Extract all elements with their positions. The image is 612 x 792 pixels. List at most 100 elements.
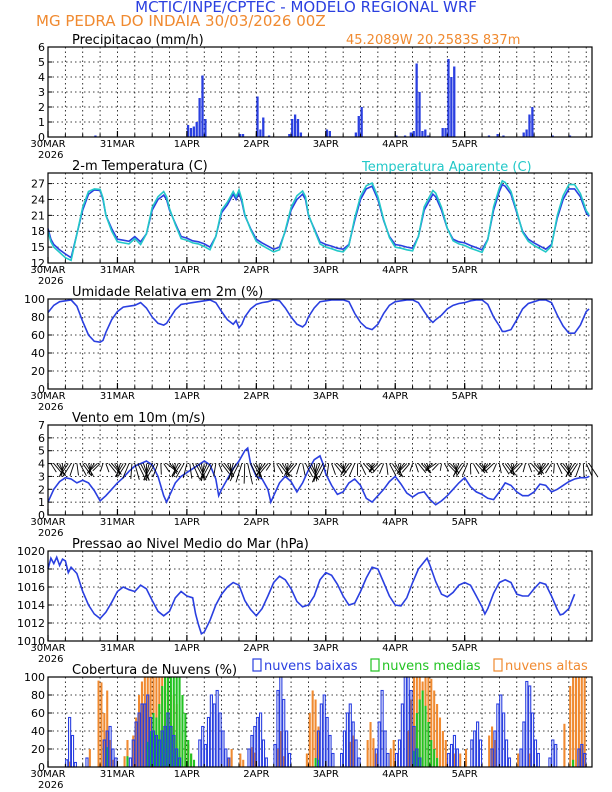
mid-cloud-bar: [314, 758, 317, 767]
wind-vector-arrow: [318, 463, 327, 478]
wind-vector-arrow: [200, 463, 211, 481]
high-cloud-bar: [140, 681, 143, 767]
high-cloud-bar: [88, 749, 91, 767]
high-cloud-bar: [369, 722, 372, 767]
low-cloud-bar: [507, 757, 512, 768]
low-cloud-bar: [261, 739, 266, 768]
wind-vector-arrow: [198, 463, 207, 481]
wind-vector-arrow: [461, 463, 468, 476]
mid-cloud-bar: [412, 750, 415, 767]
wind-vector-arrow: [76, 463, 79, 476]
clouds-xtick-label: 5APR: [452, 769, 478, 780]
high-cloud-bar: [132, 735, 135, 767]
precip-bar: [447, 59, 450, 137]
precip-bar: [450, 77, 453, 137]
wind-vector-arrow: [108, 463, 117, 474]
low-cloud-bar: [128, 757, 132, 768]
wind-vector-arrow: [582, 463, 585, 477]
precip-bar: [502, 135, 505, 137]
wind-vector-arrow: [522, 463, 526, 473]
high-cloud-bar: [146, 677, 149, 767]
precip-ytick-label: 5: [38, 56, 45, 69]
low-cloud-bar: [215, 689, 219, 768]
wind-vector-arrow: [363, 463, 373, 474]
low-cloud-bar: [331, 752, 335, 768]
high-cloud-bar: [438, 717, 442, 767]
low-cloud-bar: [449, 743, 454, 768]
wind-vector-arrow: [311, 463, 321, 483]
rh-ytick-label: 20: [31, 365, 45, 378]
mid-cloud-bar: [172, 677, 175, 767]
mid-cloud-bar: [430, 740, 433, 767]
low-cloud-bar: [65, 759, 69, 768]
high-cloud-bar: [392, 740, 395, 767]
wind-xtick-label: 31MAR: [100, 517, 135, 528]
wind-vector-arrow: [166, 463, 176, 471]
high-cloud-bar: [227, 758, 230, 767]
low-cloud-bar: [397, 739, 402, 768]
wind-vector-arrow: [368, 463, 379, 473]
wind-vector-arrow: [296, 463, 301, 475]
precip-bar: [444, 128, 447, 137]
high-cloud-bar: [279, 731, 282, 767]
precip-bar: [441, 128, 444, 137]
precip-bar: [418, 92, 421, 137]
temp-xtick-label: 4APR: [382, 265, 408, 276]
wind-vector-arrow: [282, 463, 291, 477]
wind-vector-arrow: [368, 463, 376, 472]
wind-vector-arrow: [379, 463, 385, 474]
high-cloud-bar: [106, 690, 109, 767]
high-clouds-legend-swatch: [493, 658, 503, 672]
precip-bar: [421, 131, 424, 137]
wind-ytick-label: 6: [38, 432, 45, 445]
high-cloud-bar: [389, 749, 392, 767]
rh-series-line: [47, 299, 590, 344]
low-cloud-bar: [519, 748, 523, 768]
high-cloud-bar: [314, 699, 317, 767]
high-cloud-bar: [317, 726, 320, 767]
wind-vector-arrow: [116, 463, 127, 478]
low-cloud-bar: [218, 712, 222, 768]
wind-title: Vento em 10m (m/s): [72, 411, 205, 426]
temp-title: 2-m Temperatura (C): [72, 159, 208, 174]
precip-year-label: 2026: [38, 150, 63, 161]
wind-vector-arrow: [213, 463, 217, 477]
wind-vector-arrow: [273, 463, 276, 473]
wind-vector-arrow: [69, 463, 75, 477]
mid-cloud-bar: [106, 747, 109, 767]
clouds-ytick-label: 80: [31, 689, 45, 702]
wind-vector-arrow: [397, 463, 408, 474]
temp-xtick-label: 31MAR: [100, 265, 135, 276]
wind-vector-arrow: [50, 463, 57, 473]
low-cloud-bar: [319, 703, 323, 768]
mid-cloud-bar: [175, 677, 178, 767]
high-cloud-bar: [444, 740, 447, 767]
low-cloud-bar: [380, 689, 384, 768]
rh-xtick-label: 31MAR: [100, 391, 135, 402]
clouds-xtick-label: 3APR: [313, 769, 339, 780]
clouds-year-label: 2026: [38, 780, 63, 791]
precip-bar: [357, 116, 360, 137]
cloud-legend: nuvens baixas nuvens medias nuvens altas: [252, 658, 588, 674]
temp-ytick-label: 18: [31, 225, 45, 238]
low-cloud-bar: [256, 716, 260, 768]
low-cloud-bar: [345, 712, 349, 768]
precip-bar: [293, 114, 297, 137]
precip-bar: [360, 107, 363, 137]
wind-vector-arrow: [235, 463, 243, 483]
wind-vector-arrow: [163, 463, 170, 473]
low-cloud-bar: [533, 739, 538, 768]
high-cloud-bar: [276, 749, 279, 767]
low-cloud-bar: [447, 752, 451, 768]
wind-vector-arrow: [122, 463, 130, 479]
temp-apparent-legend: Temperatura Aparente (C): [361, 160, 532, 175]
low-cloud-bar: [221, 730, 225, 768]
precip-bar: [204, 119, 207, 137]
high-cloud-bar: [493, 740, 497, 767]
high-cloud-bar: [577, 677, 580, 767]
wind-vector-arrow: [431, 463, 439, 471]
high-cloud-bar: [282, 756, 285, 767]
high-cloud-bar: [441, 731, 444, 767]
wind-vector-arrow: [444, 463, 450, 472]
mid-cloud-bar: [415, 713, 418, 767]
